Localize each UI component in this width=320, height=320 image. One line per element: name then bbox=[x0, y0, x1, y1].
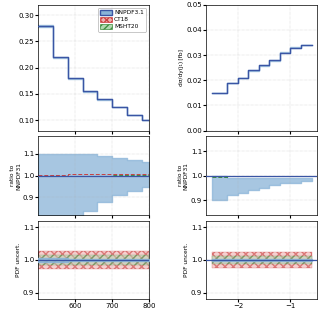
Y-axis label: ratio to
NNPDF31: ratio to NNPDF31 bbox=[178, 162, 189, 189]
Y-axis label: ratio to
NNPDF31: ratio to NNPDF31 bbox=[10, 162, 21, 189]
Y-axis label: PDF uncert.: PDF uncert. bbox=[16, 243, 21, 277]
Legend: NNPDF3.1, CT18, MSHT20: NNPDF3.1, CT18, MSHT20 bbox=[98, 8, 146, 32]
Y-axis label: dσ/dy(j₁) [fb]: dσ/dy(j₁) [fb] bbox=[179, 49, 184, 86]
Y-axis label: PDF uncert.: PDF uncert. bbox=[184, 243, 189, 277]
